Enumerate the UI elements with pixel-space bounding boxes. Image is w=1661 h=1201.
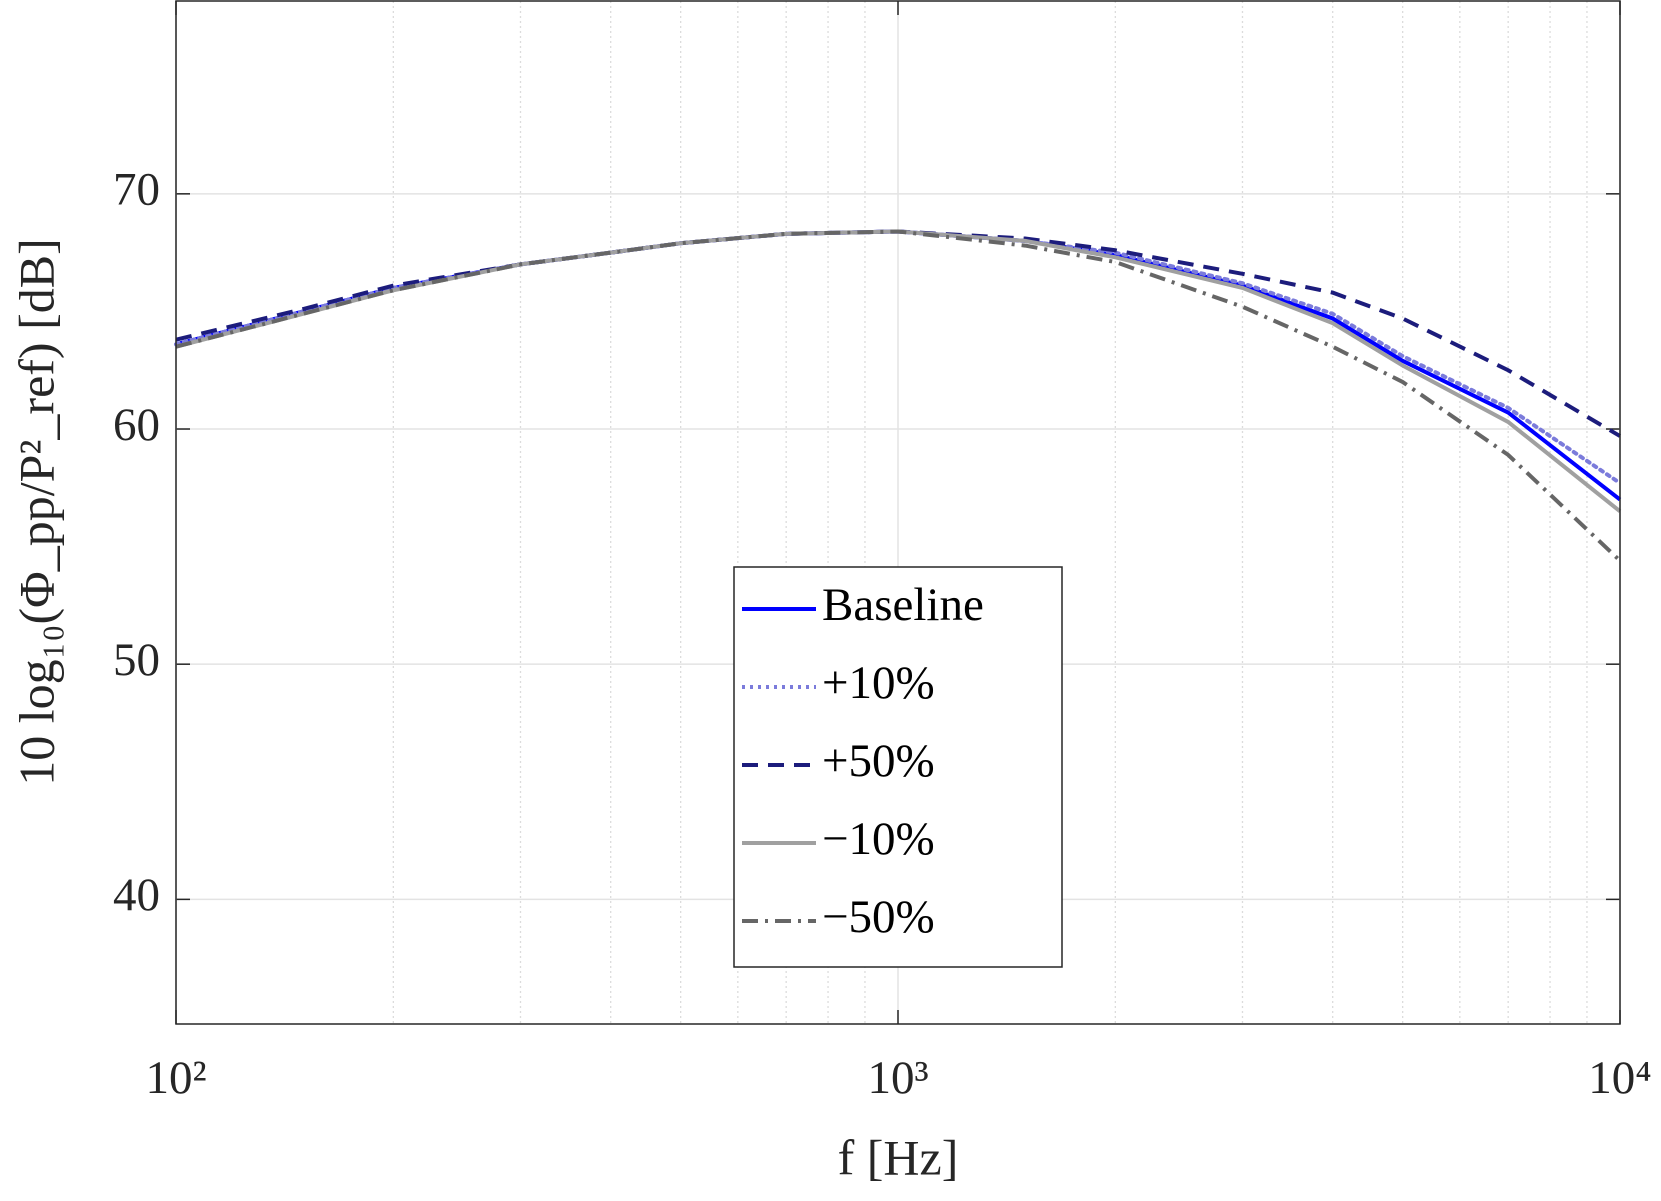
x-axis-label: f [Hz] xyxy=(838,1129,959,1185)
legend-label: −10% xyxy=(822,813,935,865)
series-line xyxy=(175,229,1622,563)
y-axis-label: 10 log₁₀(Φ_pp/P²_ref) [dB] xyxy=(8,238,64,785)
legend-label: +50% xyxy=(822,735,935,787)
y-tick-label: 60 xyxy=(113,399,160,451)
legend-box xyxy=(733,566,1063,968)
y-tick-label: 40 xyxy=(113,869,160,921)
plot-frame xyxy=(175,0,1621,1025)
legend-label: Baseline xyxy=(822,579,984,631)
legend-label: +10% xyxy=(822,657,935,709)
x-tick-label: 10² xyxy=(145,1052,206,1104)
x-tick-label: 10³ xyxy=(867,1052,928,1104)
x-tick-label: 10⁴ xyxy=(1588,1052,1651,1104)
y-tick-label: 70 xyxy=(113,164,160,216)
legend-label: −50% xyxy=(822,891,935,943)
y-tick-label: 50 xyxy=(113,634,160,686)
